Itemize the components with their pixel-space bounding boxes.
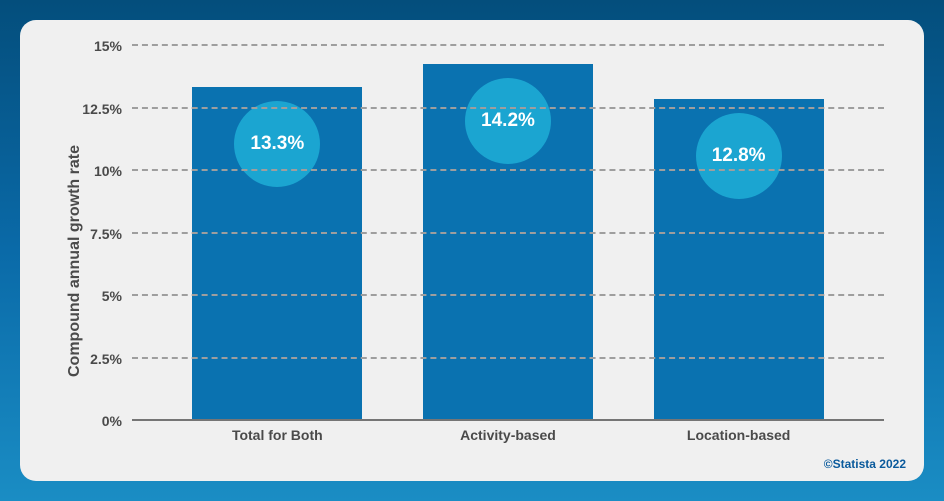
attribution: ©Statista 2022 [824,457,906,471]
plot-area: 13.3% 14.2% 12.8% 0% 2.5% 5% 7.5% 10% 12.5% 15% [132,44,884,419]
x-label: Activity-based [423,419,593,449]
chart-wrap: Compound annual growth rate 13.3%14.2%12… [60,44,884,449]
y-axis-label: Compound annual growth rate [60,44,84,449]
grid-line: 5% [132,294,884,296]
y-tick-label: 0% [102,413,132,429]
grid-line: 15% [132,44,884,46]
y-tick-label: 12.5% [82,101,132,117]
grid-line: 12.5% [132,107,884,109]
chart-card: Compound annual growth rate 13.3%14.2%12… [20,20,924,481]
grid-line: 10% [132,169,884,171]
x-labels: Total for Both Activity-based Location-bas… [132,419,884,449]
value-badge: 14.2% [465,78,551,164]
x-label: Total for Both [192,419,362,449]
grid-line: 7.5% [132,232,884,234]
y-tick-label: 5% [102,288,132,304]
plot: 13.3%14.2%12.8% 0%2.5%5%7.5%10%12.5%15% … [84,44,884,449]
y-tick-label: 15% [94,38,132,54]
grid-line: 0% [132,419,884,421]
x-label: Location-based [654,419,824,449]
y-tick-label: 2.5% [90,351,132,367]
value-badge: 13.3% [234,101,320,187]
value-badge: 12.8% [696,113,782,199]
bar: 13.3% [192,87,362,420]
bar: 12.8% [654,99,824,419]
grid-line: 2.5% [132,357,884,359]
bar: 14.2% [423,64,593,419]
y-tick-label: 7.5% [90,226,132,242]
y-tick-label: 10% [94,163,132,179]
